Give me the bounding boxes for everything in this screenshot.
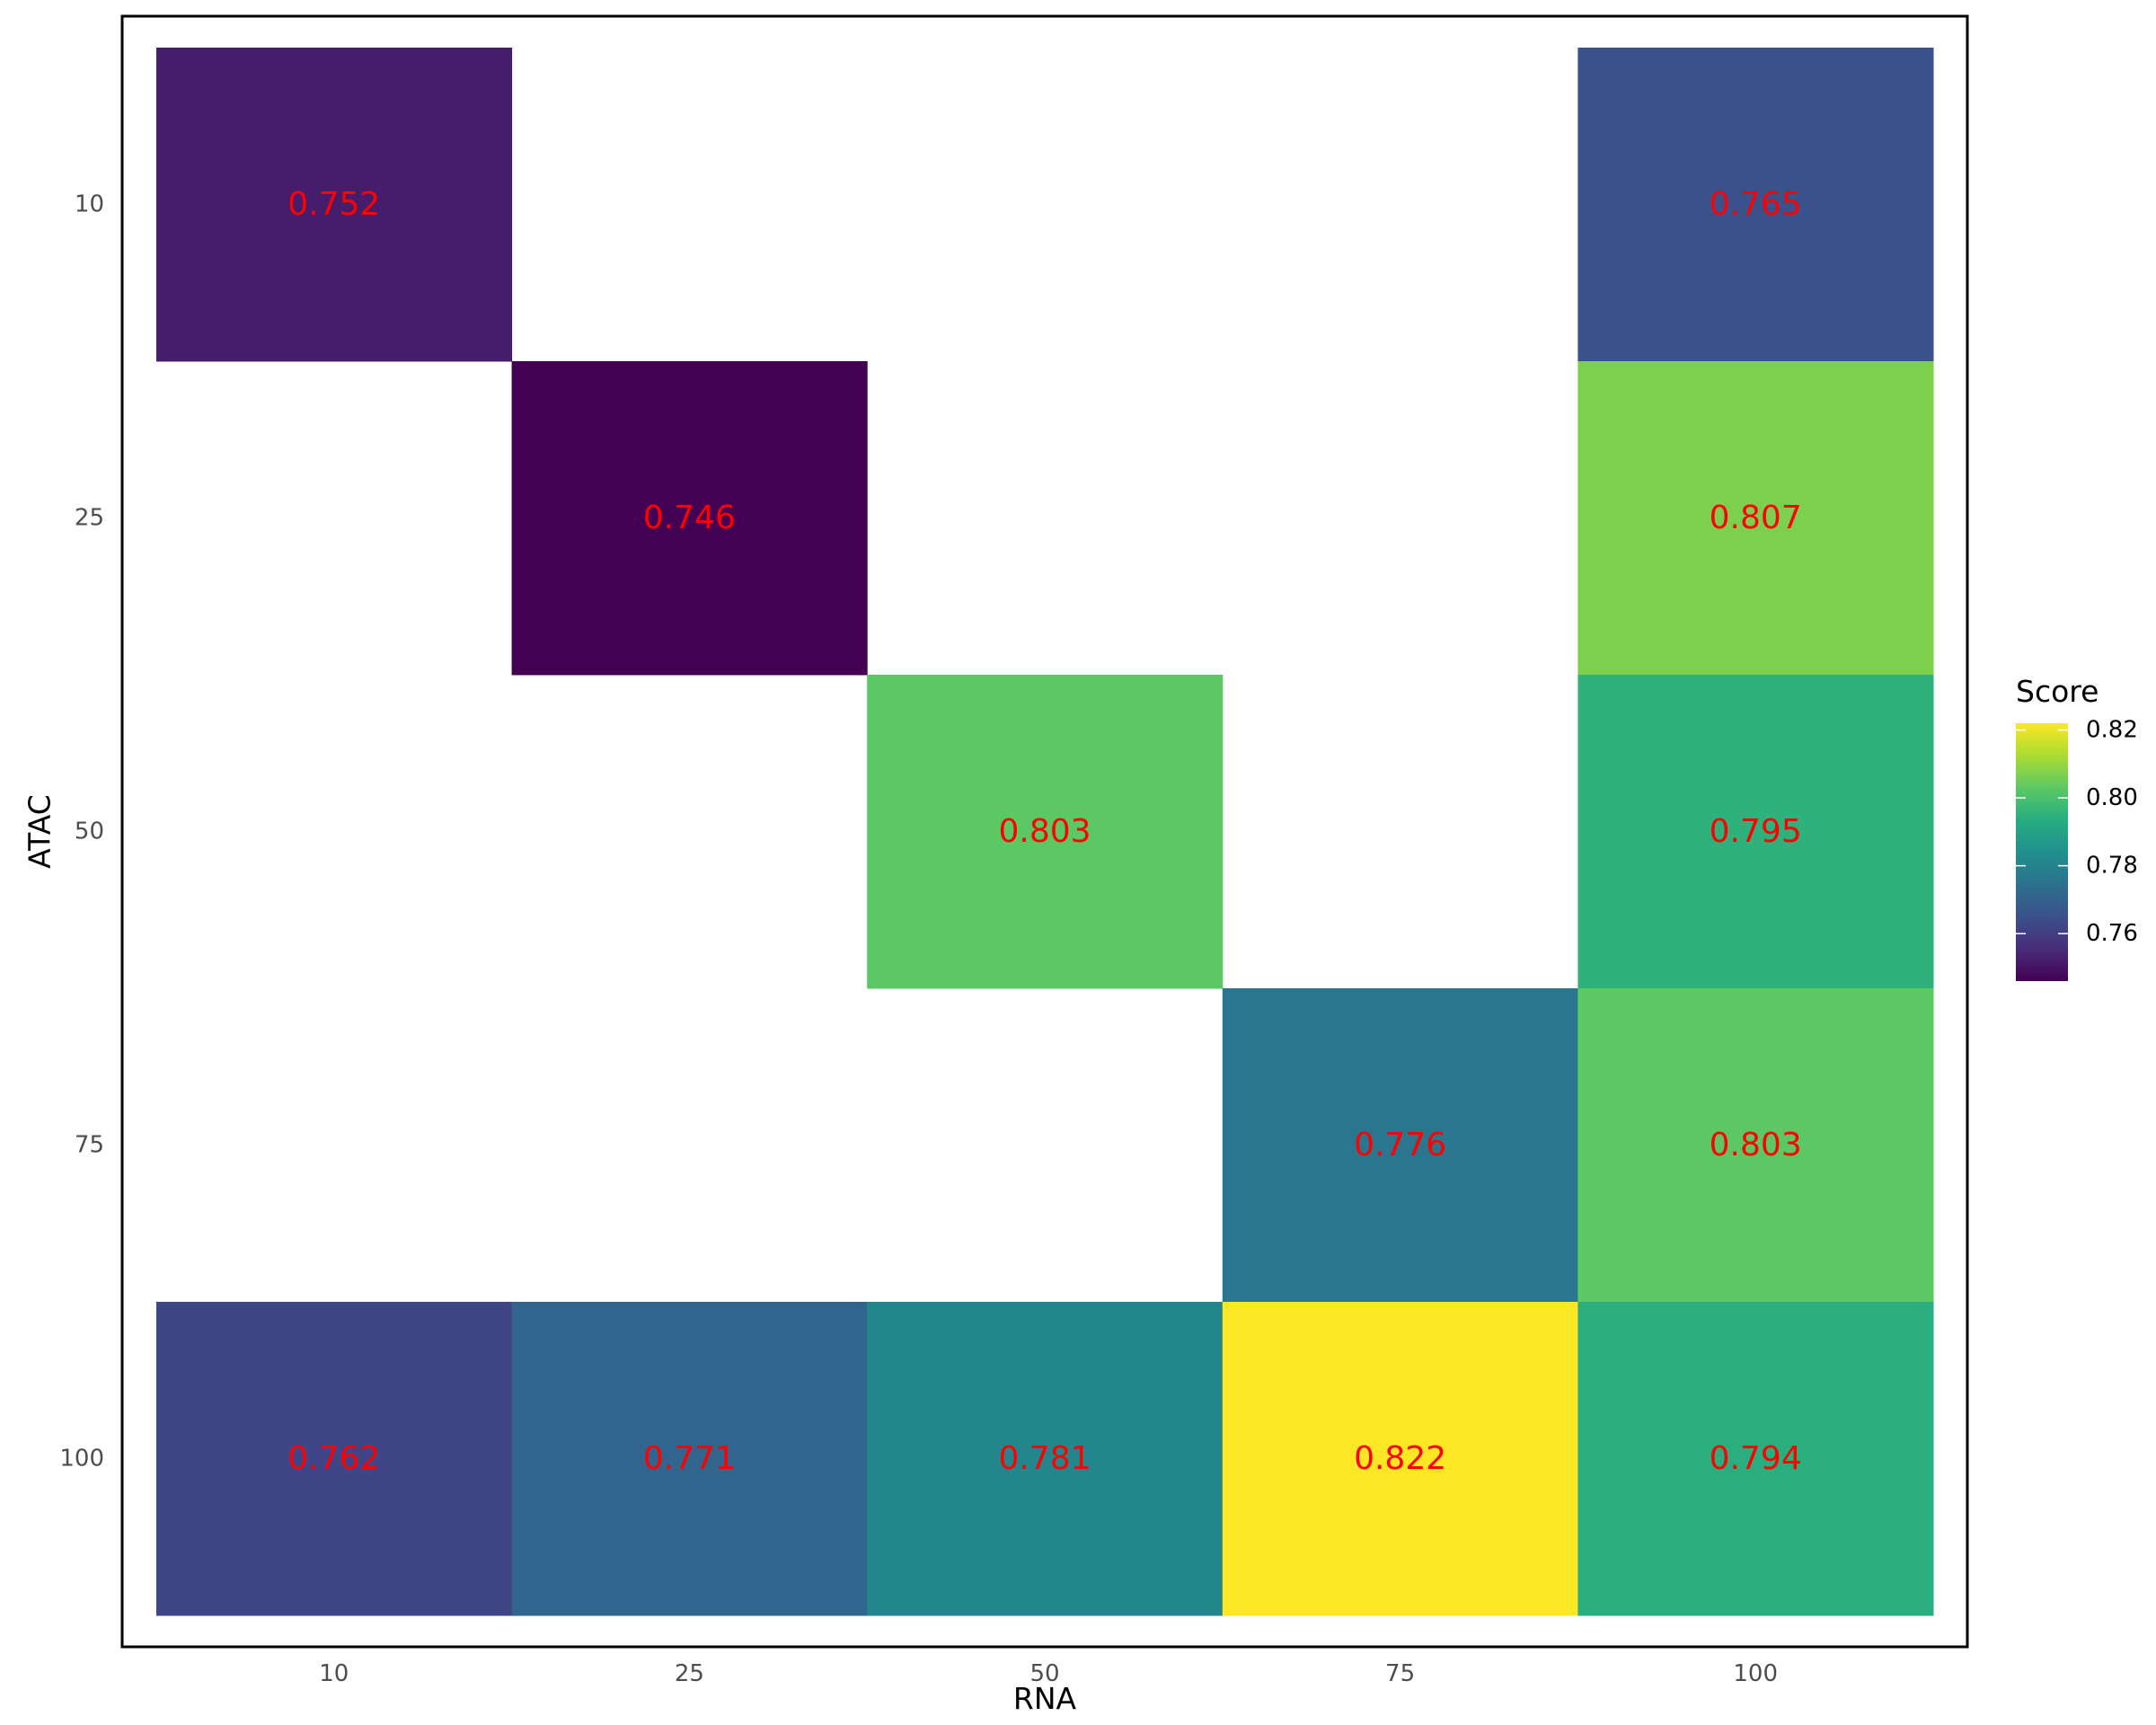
- cell-labels-layer: 0.752 0.765 0.746 0.807 0.803 0.795 0.776 0.803…: [287, 186, 1801, 1477]
- x-tick-label: 100: [1733, 1660, 1778, 1687]
- y-axis-title: ATAC: [22, 794, 57, 869]
- heatmap-cell: [1222, 1302, 1578, 1616]
- heatmap-cell: [1222, 988, 1578, 1303]
- y-tick-label: 75: [75, 1132, 104, 1159]
- heatmap-cell: [1577, 48, 1934, 362]
- heatmap-cell: [867, 1302, 1224, 1616]
- heatmap-cell: [511, 1302, 868, 1616]
- cell-value-label: 0.771: [643, 1440, 736, 1477]
- cell-value-label: 0.765: [1710, 186, 1802, 223]
- heatmap-cell: [511, 361, 868, 676]
- x-tick-label: 25: [675, 1660, 704, 1687]
- x-tick-label: 75: [1385, 1660, 1415, 1687]
- cell-value-label: 0.776: [1354, 1127, 1446, 1163]
- cell-value-label: 0.781: [998, 1440, 1091, 1477]
- legend-tick-label: 0.78: [2086, 853, 2138, 880]
- heatmap-cell: [1577, 1302, 1934, 1616]
- x-tick-label: 50: [1029, 1660, 1059, 1687]
- legend-colorbar: [2016, 723, 2068, 981]
- cell-value-label: 0.746: [643, 500, 736, 536]
- heatmap-cell: [1577, 361, 1934, 676]
- cell-value-label: 0.795: [1710, 813, 1802, 850]
- y-tick-label: 25: [75, 505, 104, 532]
- cells-layer: [156, 48, 1934, 1616]
- legend: Score 0.76 0.78 0.80 0.82: [2016, 674, 2138, 981]
- heatmap-cell: [1577, 675, 1934, 989]
- heatmap-cell: [1577, 988, 1934, 1303]
- y-tick-label: 100: [59, 1446, 104, 1473]
- legend-tick-label: 0.76: [2086, 920, 2138, 947]
- cell-value-label: 0.794: [1710, 1440, 1802, 1477]
- cell-value-label: 0.807: [1710, 500, 1802, 536]
- legend-ticks: 0.76 0.78 0.80 0.82: [2016, 717, 2138, 947]
- heatmap-cell: [867, 675, 1224, 989]
- y-tick-label: 50: [75, 818, 104, 845]
- legend-tick-label: 0.80: [2086, 784, 2138, 811]
- cell-value-label: 0.752: [287, 186, 380, 223]
- x-tick-label: 10: [319, 1660, 349, 1687]
- cell-value-label: 0.762: [287, 1440, 380, 1477]
- cell-value-label: 0.803: [998, 813, 1091, 850]
- cell-value-label: 0.822: [1354, 1440, 1446, 1477]
- heatmap-cell: [156, 48, 513, 362]
- heatmap-cell: [156, 1302, 513, 1616]
- panel-border: [120, 14, 1969, 1649]
- x-axis-title: RNA: [1013, 1681, 1077, 1716]
- legend-title: Score: [2016, 674, 2099, 709]
- y-axis-ticks: 10 25 50 75 100: [59, 191, 104, 1473]
- legend-tick-label: 0.82: [2086, 717, 2138, 744]
- cell-value-label: 0.803: [1710, 1127, 1802, 1163]
- y-tick-label: 10: [75, 191, 104, 218]
- x-axis-ticks: 10 25 50 75 100: [319, 1660, 1778, 1687]
